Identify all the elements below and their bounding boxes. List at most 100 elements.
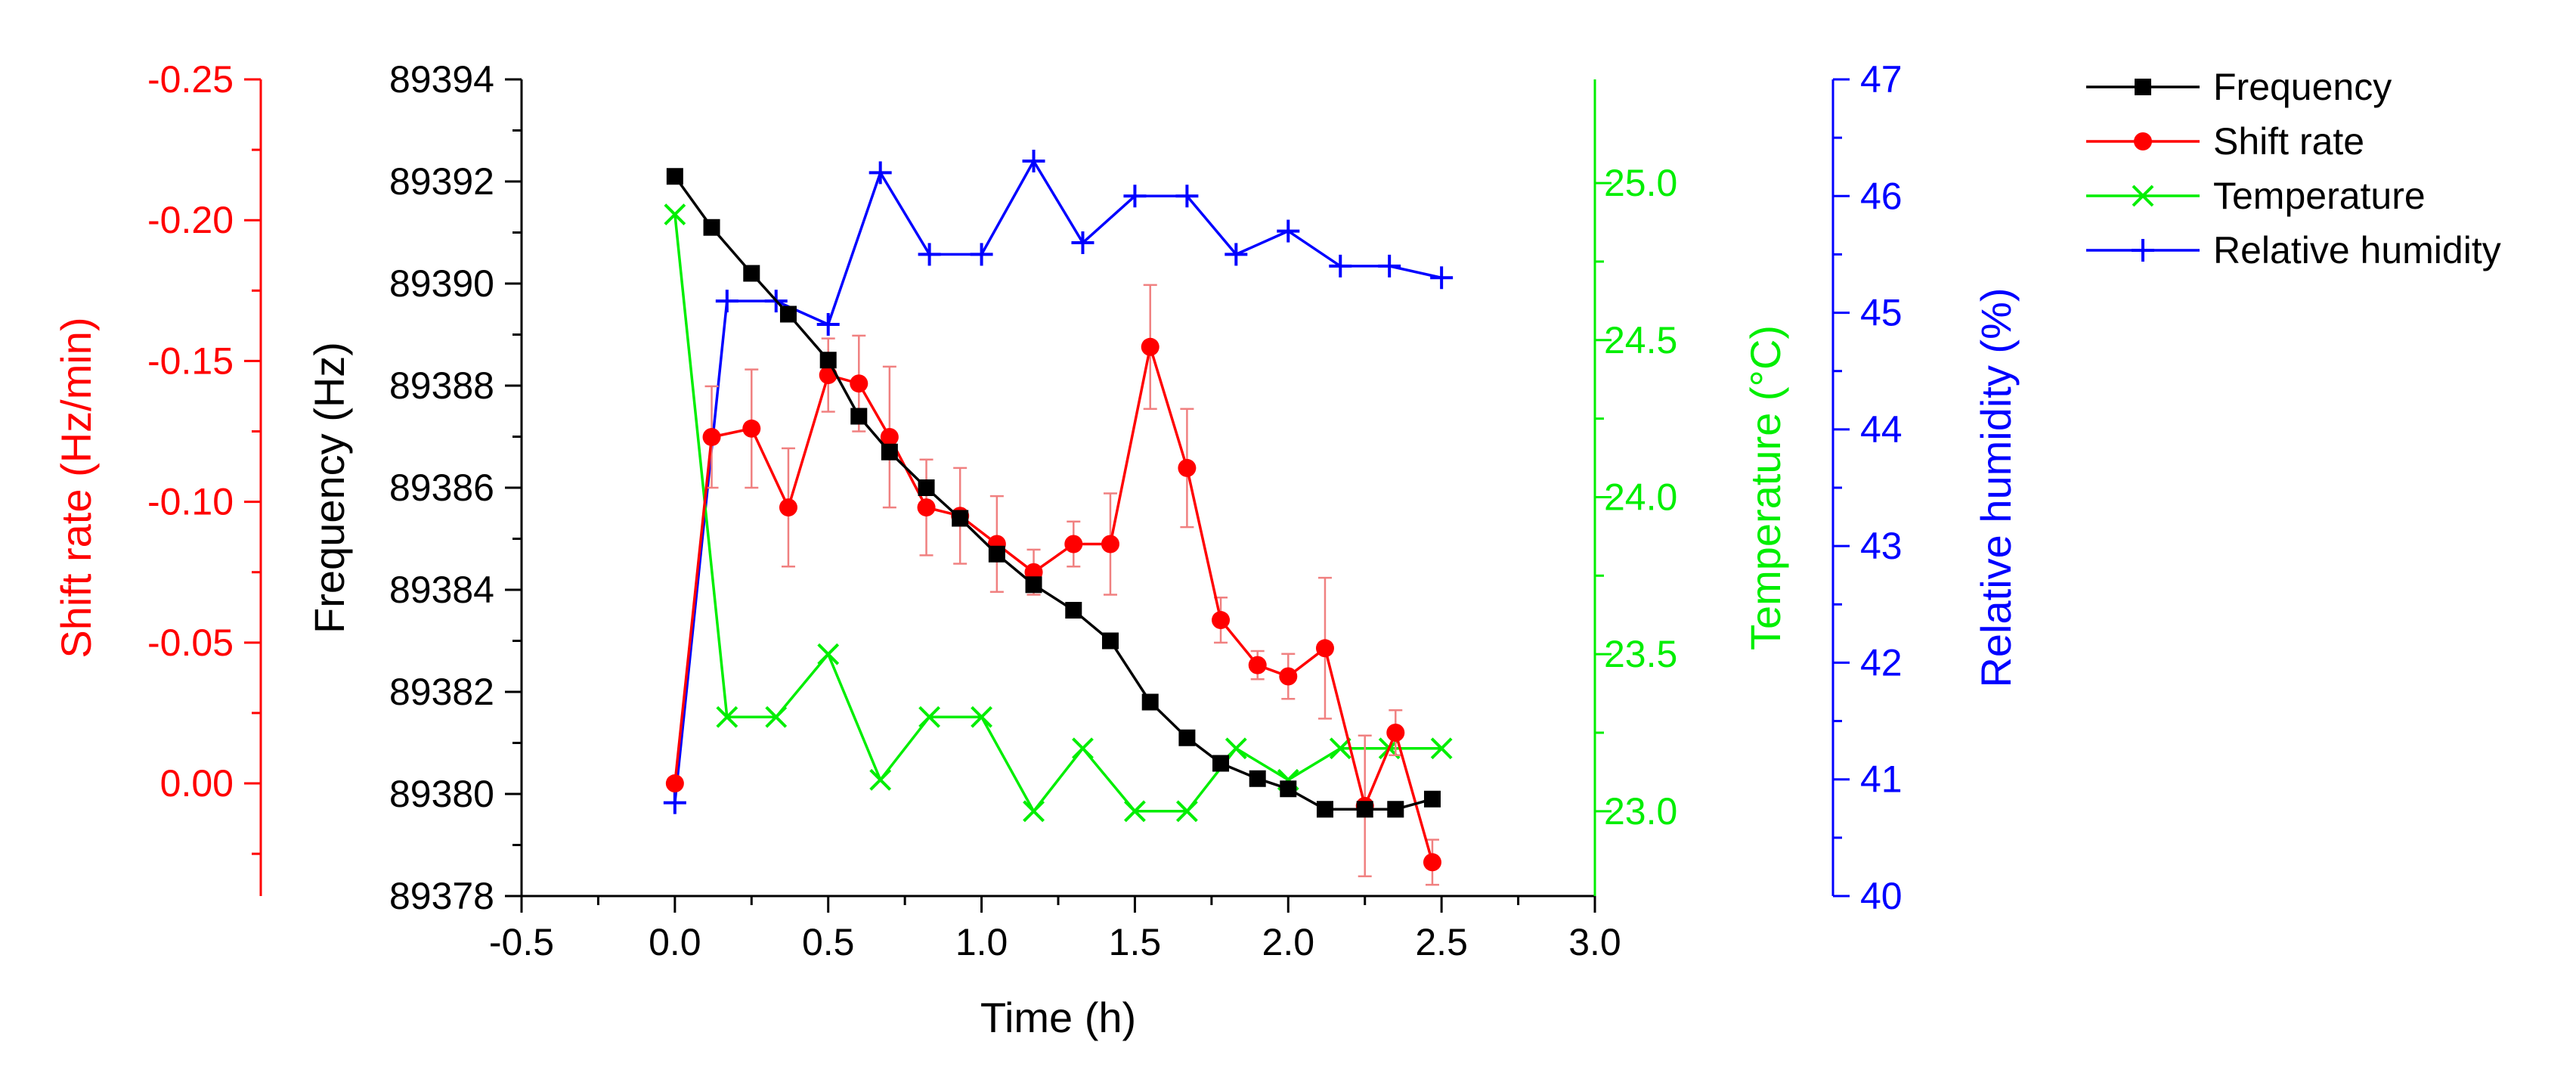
shift-rate-point — [1279, 667, 1298, 686]
temperature-point-stroke — [1430, 737, 1453, 760]
humidity-tick-label: 46 — [1860, 175, 1903, 217]
relative-humidity-point — [663, 791, 686, 814]
shift-rate-tick-label: -0.25 — [147, 58, 234, 101]
humidity-axis-title: Relative humidity (%) — [1972, 287, 2020, 687]
x-tick-label: -0.5 — [489, 921, 554, 963]
relative-humidity-point — [918, 243, 941, 266]
shift-rate-point — [665, 774, 684, 793]
temperature-point-stroke — [817, 643, 840, 665]
relative-humidity-point — [816, 313, 840, 336]
series-layer — [663, 150, 1454, 886]
frequency-point — [1025, 576, 1042, 594]
shift-rate-line — [673, 346, 1434, 863]
frequency-point — [779, 305, 797, 323]
legend-item-shift-rate: Shift rate — [2086, 120, 2364, 163]
shift-rate-point — [1064, 535, 1083, 554]
relative-humidity-point — [1022, 150, 1045, 172]
shift-rate-point — [1101, 535, 1119, 554]
shift-rate-tick-label: -0.20 — [147, 199, 234, 241]
temperature-point — [664, 203, 686, 226]
relative-humidity-point — [1071, 231, 1094, 254]
temperature-axis-title: Temperature (°C) — [1742, 325, 1789, 650]
shift-rate-series — [665, 284, 1441, 886]
temperature-point-stroke — [1329, 737, 1351, 760]
legend-item-temperature: Temperature — [2086, 175, 2426, 217]
frequency-point — [1141, 693, 1159, 711]
shift-rate-point — [880, 427, 899, 446]
legend-marker — [2132, 239, 2154, 262]
frequency-tick-label: 89386 — [389, 467, 494, 509]
shift-rate-point — [1212, 611, 1231, 630]
temperature-point-stroke — [1175, 800, 1198, 823]
legend-marker-stroke — [2132, 185, 2154, 207]
shift-rate-point — [850, 374, 868, 393]
frequency-tick-label: 89392 — [389, 160, 494, 203]
temperature-point-stroke — [765, 705, 788, 728]
shift-rate-point — [1178, 458, 1197, 477]
frequency-point — [1249, 770, 1266, 787]
legend-label: Shift rate — [2213, 120, 2364, 163]
legend-label: Relative humidity — [2213, 229, 2501, 271]
shift-rate-tick-label: -0.10 — [147, 481, 234, 523]
shift-rate-point — [1248, 656, 1267, 674]
frequency-point — [666, 168, 683, 185]
temperature-point-stroke — [971, 705, 992, 728]
relative-humidity-line — [673, 158, 1442, 803]
shift-rate-tick-label: -0.15 — [147, 340, 234, 382]
x-tick-label: 2.5 — [1415, 921, 1468, 963]
frequency-point — [850, 408, 868, 425]
temperature-tick-label: 23.0 — [1604, 790, 1677, 833]
frequency-point — [988, 545, 1005, 563]
shift-rate-point — [1141, 337, 1160, 356]
temperature-tick-label: 23.5 — [1604, 633, 1677, 675]
temperature-point-stroke — [1023, 800, 1045, 823]
frequency-point — [881, 443, 898, 460]
frequency-point — [1280, 780, 1297, 798]
legend-label: Temperature — [2213, 175, 2426, 217]
legend-item-frequency: Frequency — [2086, 66, 2392, 108]
temperature-point — [1175, 800, 1198, 823]
shift-rate-point — [742, 419, 761, 438]
temperature-point — [1072, 737, 1094, 760]
x-tick-label: 3.0 — [1568, 921, 1621, 963]
frequency-point — [1178, 729, 1196, 746]
temperature-point — [817, 643, 840, 665]
temperature-point-stroke — [664, 203, 686, 226]
temperature-tick-label: 24.0 — [1604, 476, 1677, 518]
temperature-point — [716, 705, 738, 728]
legend-marker — [2132, 185, 2154, 207]
humidity-tick-label: 40 — [1860, 875, 1903, 917]
shift-rate-point — [1386, 724, 1405, 742]
frequency-point — [1356, 801, 1373, 818]
temperature-point-stroke — [918, 705, 941, 728]
temperature-point — [918, 705, 941, 728]
frequency-point — [952, 510, 969, 527]
temperature-point — [765, 705, 788, 728]
frequency-point — [703, 219, 720, 236]
relative-humidity-point — [1123, 185, 1147, 208]
shift-rate-tick-label: 0.00 — [160, 762, 234, 805]
frequency-point — [918, 479, 935, 496]
humidity-tick-label: 43 — [1860, 525, 1903, 567]
legend-label: Frequency — [2213, 66, 2392, 108]
x-tick-label: 0.5 — [802, 921, 855, 963]
temperature-point-stroke — [1072, 737, 1094, 760]
relative-humidity-point — [1329, 254, 1352, 278]
temperature-point — [869, 768, 892, 791]
frequency-point — [1065, 602, 1082, 619]
humidity-tick-label: 41 — [1860, 758, 1903, 801]
axes-layer: -0.5 0.0 0.5 1.0 1.5 2.0 2.5 3.0 Time (h) 89378 89… — [52, 58, 2020, 1041]
humidity-tick-label: 47 — [1860, 58, 1903, 101]
frequency-point — [1101, 632, 1119, 650]
temperature-tick-label: 24.5 — [1604, 319, 1677, 361]
shift-rate-tick-label: -0.05 — [147, 622, 234, 664]
frequency-point — [819, 352, 837, 369]
legend-marker — [2134, 132, 2152, 150]
relative-humidity-point — [970, 243, 993, 266]
frequency-line — [673, 175, 1433, 811]
shift-rate-point — [1315, 639, 1334, 658]
shift-rate-axis-title: Shift rate (Hz/min) — [52, 317, 100, 658]
shift-rate-point — [1423, 853, 1441, 872]
temperature-point-stroke — [716, 705, 738, 728]
